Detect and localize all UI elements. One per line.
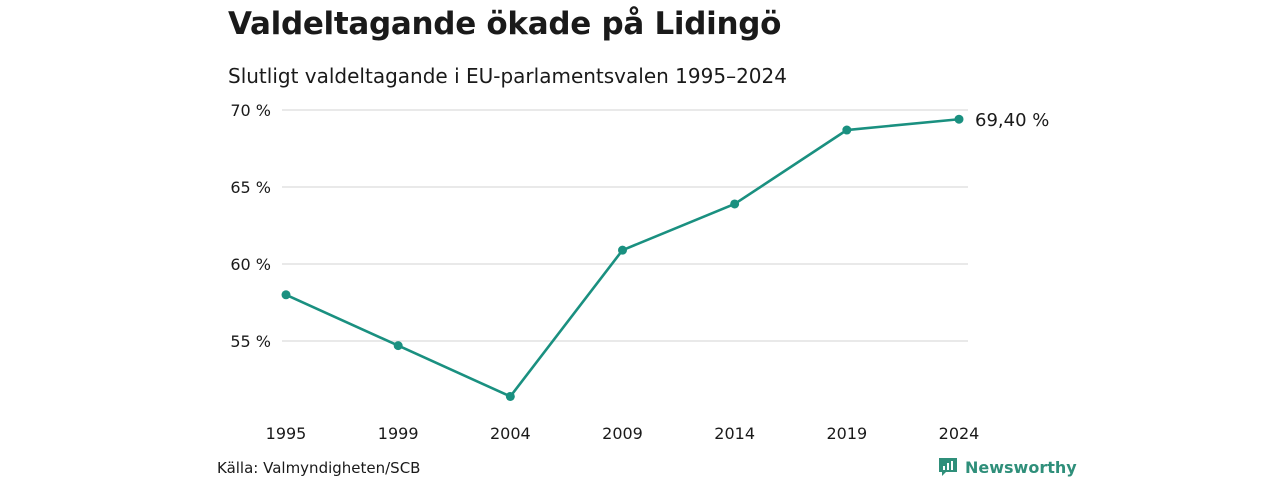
x-tick-label: 2014 bbox=[714, 424, 755, 443]
y-tick-label: 60 % bbox=[230, 255, 271, 274]
newsworthy-logo-icon bbox=[939, 458, 957, 476]
data-point bbox=[730, 199, 740, 209]
y-tick-label: 55 % bbox=[230, 332, 271, 351]
x-axis-ticks: 1995 1999 2004 2009 2014 2019 2024 bbox=[266, 424, 980, 443]
data-point bbox=[618, 245, 627, 255]
chart-subtitle: Slutligt valdeltagande i EU-parlamentsva… bbox=[228, 64, 787, 88]
series bbox=[281, 114, 964, 401]
brand: Newsworthy bbox=[937, 456, 1077, 478]
x-tick-label: 2004 bbox=[490, 424, 531, 443]
data-point bbox=[954, 114, 964, 124]
grid-lines bbox=[282, 109, 968, 342]
end-value-label: 69,40 % bbox=[975, 110, 1049, 131]
series-line bbox=[285, 117, 960, 398]
source-note: Källa: Valmyndigheten/SCB bbox=[217, 459, 421, 477]
data-point bbox=[393, 341, 403, 351]
y-tick-label: 70 % bbox=[230, 101, 271, 120]
data-point bbox=[281, 290, 291, 300]
y-tick-label: 65 % bbox=[230, 178, 271, 197]
y-axis-ticks: 55 % 60 % 65 % 70 % bbox=[230, 101, 271, 351]
data-point bbox=[842, 125, 852, 135]
data-labels: 69,40 % bbox=[975, 110, 1049, 131]
x-tick-label: 2024 bbox=[939, 424, 980, 443]
brand-name: Newsworthy bbox=[965, 457, 1077, 477]
data-point bbox=[505, 391, 515, 401]
x-tick-label: 1999 bbox=[378, 424, 419, 443]
x-tick-label: 2019 bbox=[826, 424, 867, 443]
x-tick-label: 2009 bbox=[602, 424, 643, 443]
chart-title: Valdeltagande ökade på Lidingö bbox=[228, 6, 782, 42]
x-tick-label: 1995 bbox=[266, 424, 307, 443]
